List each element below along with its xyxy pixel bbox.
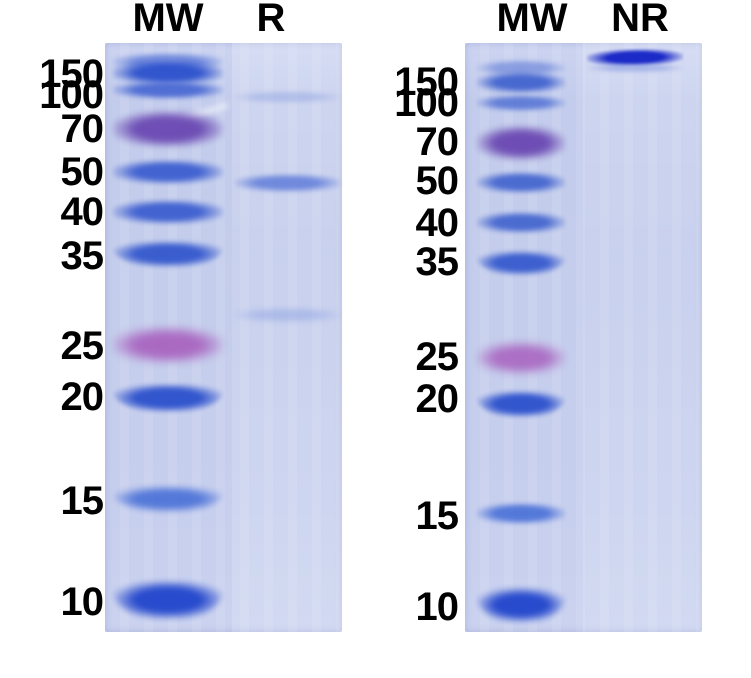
mw-label-25-gel-reduced: 25 — [60, 324, 104, 368]
mw-label-40-gel-nonreduced: 40 — [415, 201, 459, 245]
gel-texture — [105, 43, 342, 632]
mw-label-10-gel-nonreduced: 10 — [415, 585, 459, 629]
mw-label-15-gel-nonreduced: 15 — [415, 494, 459, 538]
lane-header-mw-left: MW — [132, 0, 204, 40]
sample-lane-strip — [583, 43, 702, 632]
mw-label-150-gel-reduced: 150 — [39, 52, 104, 96]
lane-header-mw-right: MW — [496, 0, 568, 40]
mw-label-10-gel-reduced: 10 — [60, 580, 104, 624]
sample-lane-strip — [232, 43, 342, 632]
lane-header-r: R — [256, 0, 286, 40]
gel-texture — [465, 43, 702, 632]
mw-label-40-gel-reduced: 40 — [60, 190, 104, 234]
gel-reduced — [105, 43, 342, 632]
mw-label-25-gel-nonreduced: 25 — [415, 335, 459, 379]
mw-label-35-gel-nonreduced: 35 — [415, 240, 459, 284]
lane-header-nr: NR — [611, 0, 669, 40]
mw-label-15-gel-reduced: 15 — [60, 479, 104, 523]
mw-label-50-gel-reduced: 50 — [60, 150, 104, 194]
mw-label-20-gel-nonreduced: 20 — [415, 377, 459, 421]
mw-label-100-gel-reduced: 100 — [39, 73, 104, 117]
mw-label-100-gel-nonreduced: 100 — [394, 81, 459, 125]
mw-label-20-gel-reduced: 20 — [60, 375, 104, 419]
mw-label-35-gel-reduced: 35 — [60, 234, 104, 278]
gel-nonreduced — [465, 43, 702, 632]
mw-label-50-gel-nonreduced: 50 — [415, 159, 459, 203]
mw-label-150-gel-nonreduced: 150 — [394, 60, 459, 104]
mw-label-70-gel-reduced: 70 — [60, 107, 104, 151]
mw-label-70-gel-nonreduced: 70 — [415, 120, 459, 164]
